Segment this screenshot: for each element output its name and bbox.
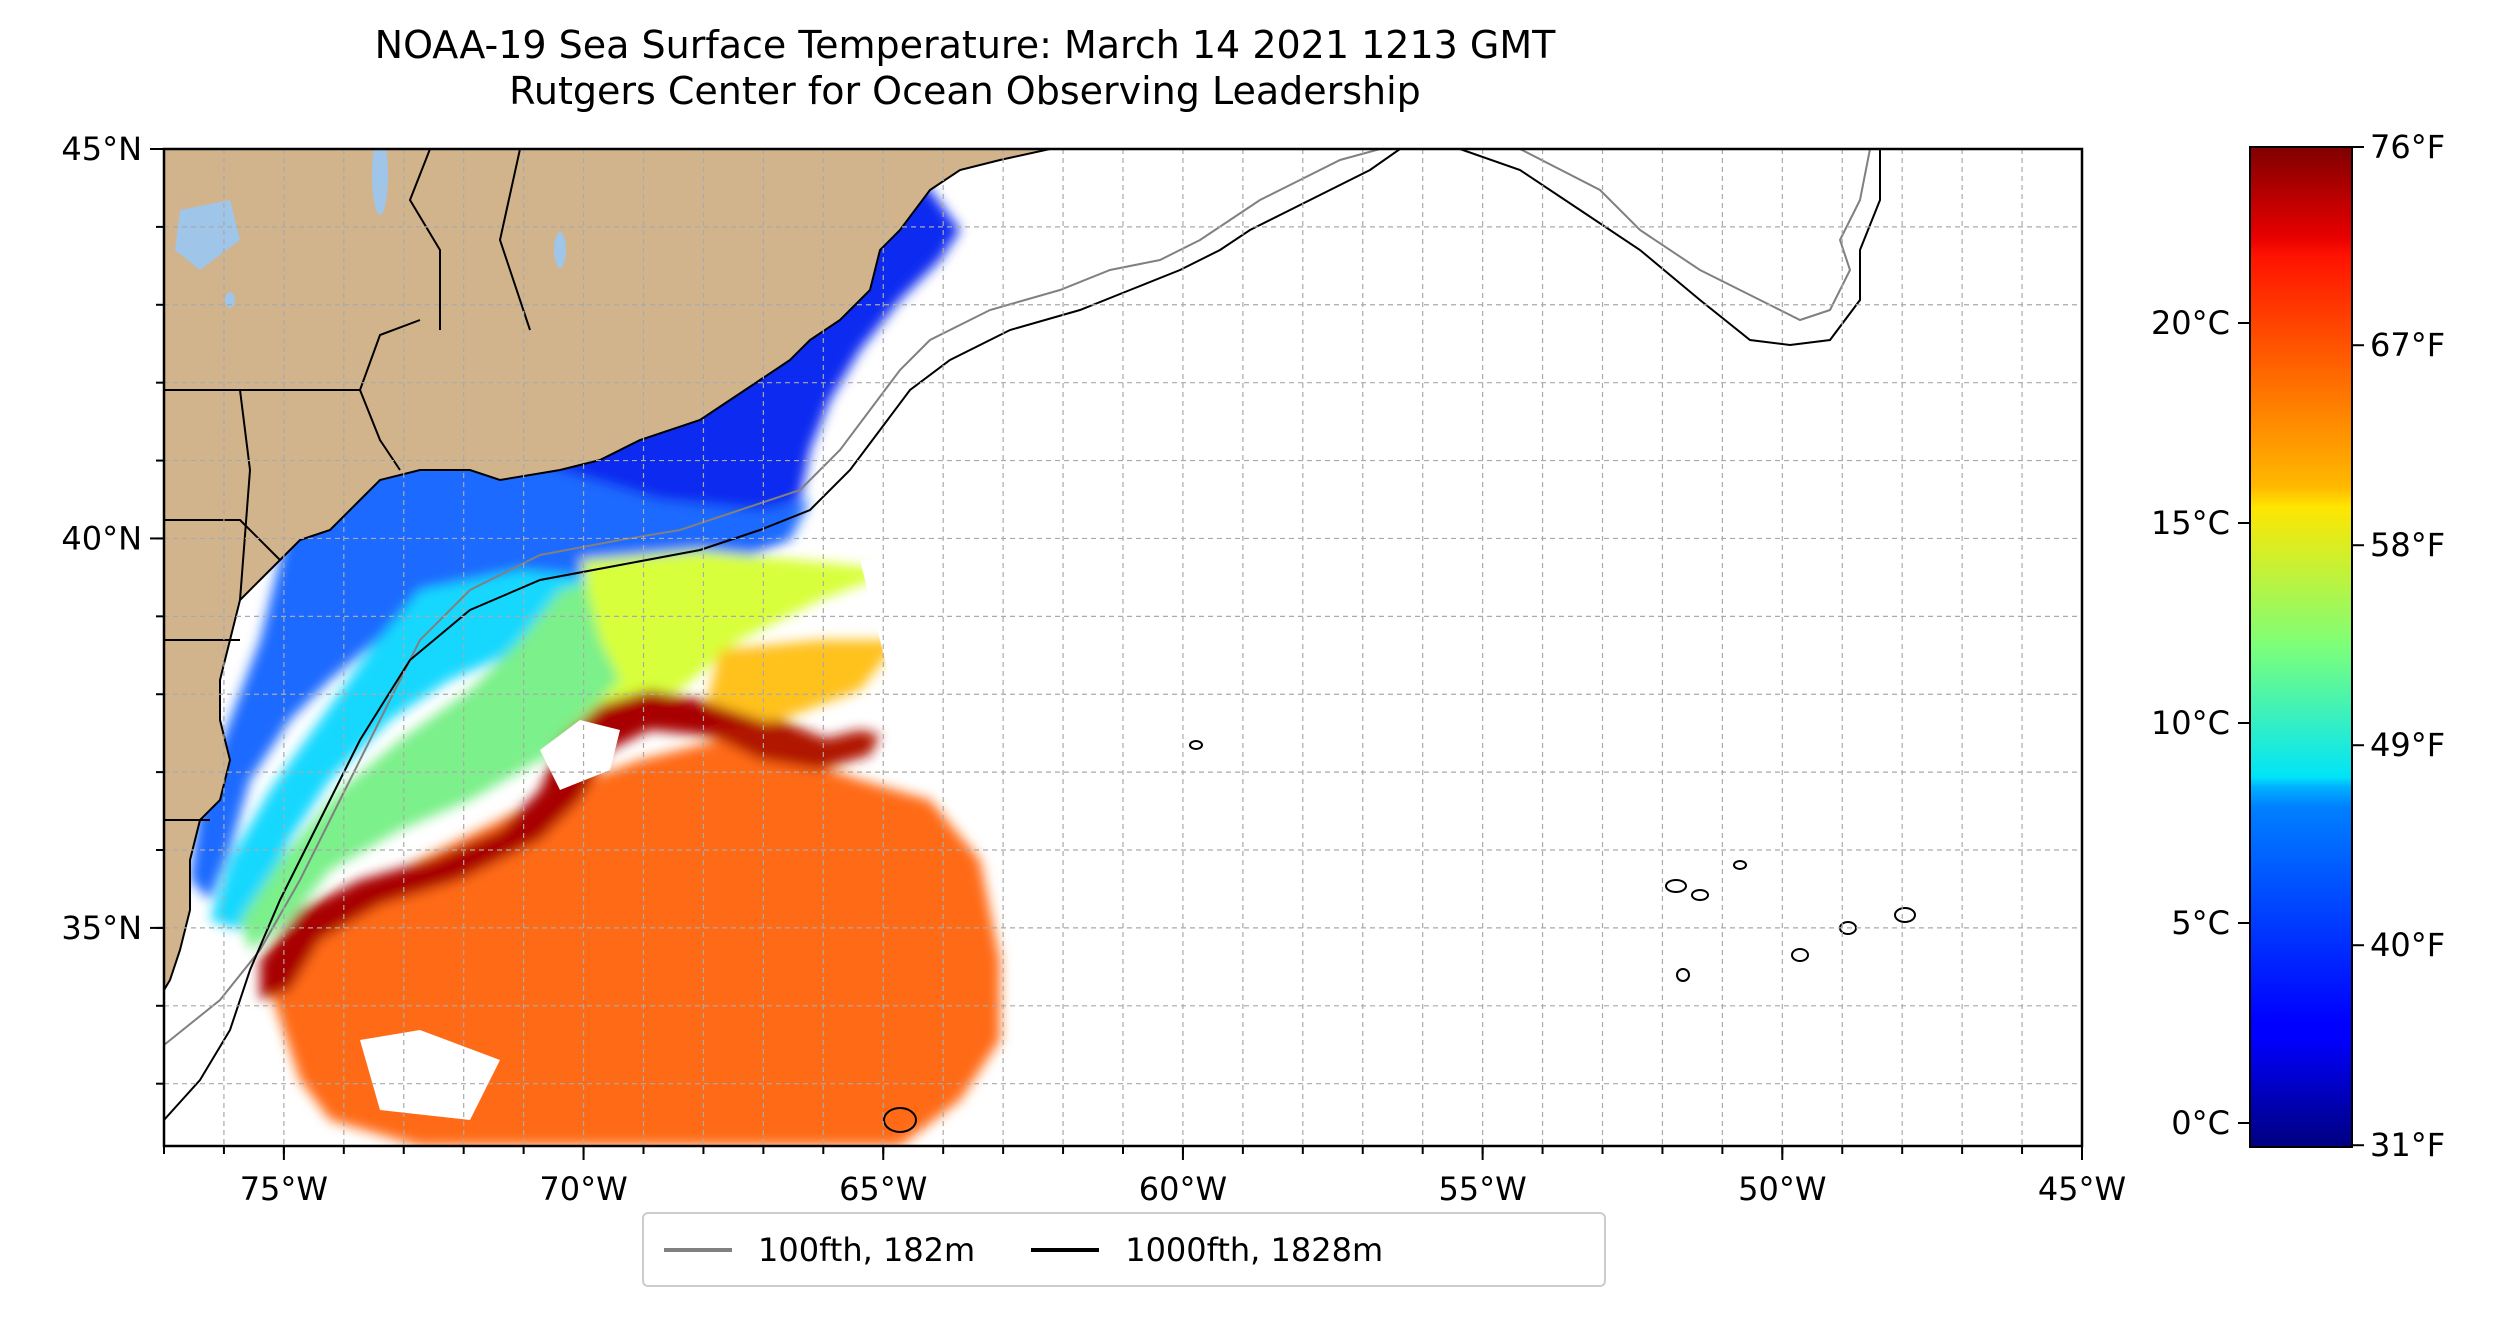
seamount-6 <box>1894 907 1916 923</box>
x-tick-label: 55°W <box>1438 1170 1526 1208</box>
border-4 <box>164 519 281 561</box>
colorbar-fahrenheit-label: 49°F <box>2370 726 2445 764</box>
legend-label-1000fth: 1000fth, 1828m <box>1125 1230 1384 1269</box>
lake-1 <box>372 149 388 215</box>
lake-champlain <box>175 200 240 270</box>
seamount-4 <box>1791 948 1809 962</box>
cloud-gap-offshore <box>860 540 1000 720</box>
lake-2 <box>554 232 566 268</box>
seamount-3 <box>1733 860 1747 870</box>
colorbar-celsius-label: 10°C <box>2151 704 2230 742</box>
x-tick-label: 65°W <box>839 1170 927 1208</box>
cloud-gaps <box>360 540 1000 1120</box>
legend-item-100fth: 100fth, 182m <box>644 1231 975 1269</box>
map-title: NOAA-19 Sea Surface Temperature: March 1… <box>0 22 1930 114</box>
colorbar-celsius-label: 15°C <box>2151 504 2230 542</box>
colorbar-fahrenheit-label: 40°F <box>2370 926 2445 964</box>
map-title-line1: NOAA-19 Sea Surface Temperature: March 1… <box>374 23 1556 67</box>
y-tick-label: 40°N <box>61 519 142 557</box>
legend-label-100fth: 100fth, 182m <box>758 1230 976 1269</box>
x-tick-label: 70°W <box>539 1170 627 1208</box>
colorbar-fahrenheit-label: 31°F <box>2370 1126 2445 1164</box>
seamount-8 <box>883 1107 917 1133</box>
sst-warm-slope <box>700 640 900 730</box>
colorbar-fahrenheit-axis: 31°F 40°F 49°F 58°F 67°F 76°F <box>2352 128 2445 1164</box>
y-tick-label: 35°N <box>61 909 142 947</box>
colorbar-fahrenheit-label: 58°F <box>2370 526 2445 564</box>
y-tick-label: 45°N <box>61 130 142 168</box>
colorbar-celsius-label: 5°C <box>2171 904 2230 942</box>
legend-line-100fth <box>664 1247 732 1252</box>
border-1 <box>164 319 421 391</box>
border-3 <box>239 389 252 601</box>
x-tick-label: 50°W <box>1738 1170 1826 1208</box>
sst-gulf-stream-eastern <box>700 720 880 770</box>
map-legend: 100fth, 182m 1000fth, 1828m <box>642 1212 1606 1287</box>
cloud-gap-south <box>360 1030 500 1120</box>
land-north-america <box>164 149 1051 992</box>
seamounts <box>883 740 1916 1133</box>
seamount-7 <box>1676 968 1690 982</box>
x-tick-label: 60°W <box>1139 1170 1227 1208</box>
seamount-1 <box>1665 879 1687 893</box>
isobath-1000fth <box>164 149 1881 1121</box>
legend-line-1000fth <box>1031 1247 1100 1252</box>
border-7 <box>408 149 441 330</box>
x-tick-label: 45°W <box>2038 1170 2126 1208</box>
seamount-9 <box>1189 740 1203 750</box>
colorbar <box>2249 146 2353 1148</box>
colorbar-fahrenheit-label: 76°F <box>2370 128 2445 166</box>
colorbar-celsius-label: 0°C <box>2171 1104 2230 1142</box>
lakes <box>175 149 566 308</box>
lake-3 <box>225 292 235 308</box>
colorbar-fahrenheit-label: 67°F <box>2370 326 2445 364</box>
y-axis: 35°N 40°N 45°N <box>61 130 164 1085</box>
map-title-line2: Rutgers Center for Ocean Observing Leade… <box>509 69 1421 113</box>
colorbar-celsius-label: 20°C <box>2151 304 2230 342</box>
gridlines <box>164 149 2082 1146</box>
x-tick-label: 75°W <box>240 1170 328 1208</box>
colorbar-celsius-axis: 0°C 5°C 10°C 15°C 20°C <box>2151 304 2250 1142</box>
seamount-2 <box>1691 889 1709 901</box>
x-axis: 75°W 70°W 65°W 60°W 55°W 50°W 45°W <box>163 1146 2126 1208</box>
border-8 <box>498 149 531 331</box>
sst-green-slope <box>240 560 720 950</box>
legend-item-1000fth: 1000fth, 1828m <box>1011 1231 1383 1269</box>
map-content <box>164 149 2082 1146</box>
